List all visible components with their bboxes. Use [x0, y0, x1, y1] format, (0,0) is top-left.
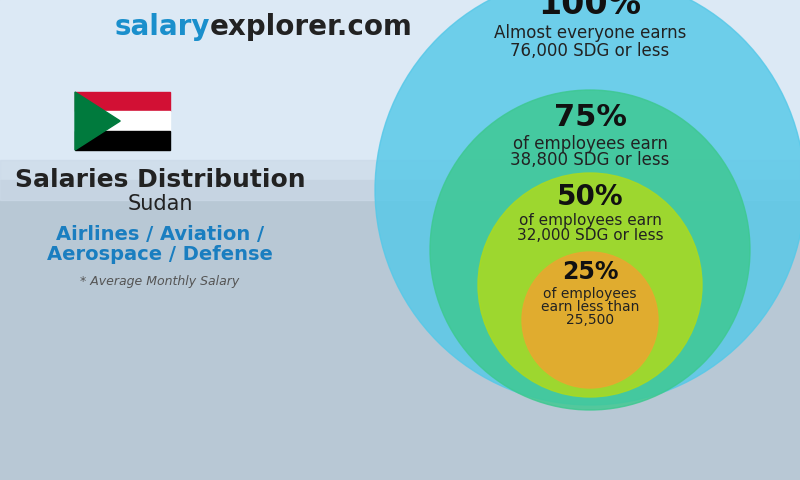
Text: Sudan: Sudan: [127, 194, 193, 214]
Bar: [0, 160, 800, 200]
Text: 25%: 25%: [562, 260, 618, 284]
Text: Airlines / Aviation /: Airlines / Aviation /: [56, 226, 264, 244]
Text: 38,800 SDG or less: 38,800 SDG or less: [510, 151, 670, 169]
Circle shape: [375, 0, 800, 405]
Bar: [0, 0, 800, 180]
Text: 32,000 SDG or less: 32,000 SDG or less: [517, 228, 663, 243]
Text: 76,000 SDG or less: 76,000 SDG or less: [510, 42, 670, 60]
Text: 50%: 50%: [557, 183, 623, 211]
Text: earn less than: earn less than: [541, 300, 639, 314]
Text: * Average Monthly Salary: * Average Monthly Salary: [80, 276, 240, 288]
Bar: [75, 92, 170, 111]
Bar: [75, 111, 170, 131]
Polygon shape: [75, 92, 120, 150]
Text: of employees earn: of employees earn: [518, 214, 662, 228]
Text: salary: salary: [114, 13, 210, 41]
Circle shape: [430, 90, 750, 410]
Text: Almost everyone earns: Almost everyone earns: [494, 24, 686, 42]
Circle shape: [478, 173, 702, 397]
Text: 100%: 100%: [538, 0, 642, 22]
Text: Salaries Distribution: Salaries Distribution: [14, 168, 306, 192]
Bar: [0, 180, 800, 480]
Bar: [75, 131, 170, 150]
Text: Aerospace / Defense: Aerospace / Defense: [47, 245, 273, 264]
Text: of employees earn: of employees earn: [513, 135, 667, 153]
Text: explorer.com: explorer.com: [210, 13, 413, 41]
Circle shape: [522, 252, 658, 388]
Text: 75%: 75%: [554, 104, 626, 132]
Text: 25,500: 25,500: [566, 313, 614, 327]
Text: of employees: of employees: [543, 287, 637, 301]
